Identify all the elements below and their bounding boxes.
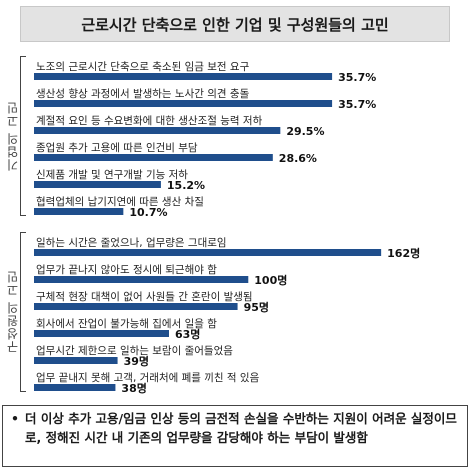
bar xyxy=(34,181,161,188)
bar xyxy=(34,357,118,364)
bar xyxy=(34,154,273,161)
page-title: 근로시간 단축으로 인한 기업 및 구성원들의 고민 xyxy=(20,6,450,42)
category-label: 구체적 현장 대책이 없어 사원들 간 혼란이 발생됨 xyxy=(36,290,253,303)
bar xyxy=(34,73,333,80)
value-label: 10.7% xyxy=(129,206,167,219)
note-bullet: • xyxy=(11,411,19,426)
value-label: 29.5% xyxy=(286,125,324,138)
note-text: 더 이상 추가 고용/임금 인상 등의 금전적 손실을 수반하는 지원이 어려운… xyxy=(25,411,457,445)
bar xyxy=(34,208,124,215)
category-label: 업무가 끝나지 않아도 정시에 퇴근해야 함 xyxy=(36,263,217,276)
value-label: 38명 xyxy=(121,381,146,395)
value-label: 15.2% xyxy=(167,179,205,192)
category-label: 협력업체의 납기지연에 따른 생산 차질 xyxy=(36,195,204,208)
value-label: 35.7% xyxy=(338,71,376,84)
employee-group-bracket xyxy=(20,232,26,392)
category-label: 업무 끝내지 못해 고객, 거래처에 폐를 끼친 적 있음 xyxy=(36,371,260,384)
value-label: 100명 xyxy=(254,273,287,287)
category-label: 계절적 요인 등 수요변화에 대한 생산조절 능력 저하 xyxy=(36,114,263,127)
bar xyxy=(34,100,333,107)
bar-chart: 노조의 근로시간 단축으로 축소된 임금 보전 요구 35.7% 생산성 향상 과정… xyxy=(34,60,420,395)
value-label: 63명 xyxy=(175,327,200,341)
bar xyxy=(34,384,116,391)
bar xyxy=(34,249,382,256)
value-label: 28.6% xyxy=(279,152,317,165)
category-label: 회사에서 잔업이 불가능해 집에서 일을 함 xyxy=(36,317,217,330)
category-label: 업무시간 제한으로 일하는 보람이 줄어들었음 xyxy=(36,344,233,357)
company-group-bracket xyxy=(20,56,26,216)
value-label: 35.7% xyxy=(338,98,376,111)
category-label: 일하는 시간은 줄었으나, 업무량은 그대로임 xyxy=(36,236,227,249)
value-label: 39명 xyxy=(124,354,149,368)
bar xyxy=(34,127,281,134)
bar xyxy=(34,276,249,283)
value-label: 95명 xyxy=(244,300,269,314)
bar xyxy=(34,330,169,337)
summary-note: • 더 이상 추가 고용/임금 인상 등의 금전적 손실을 수반하는 지원이 어… xyxy=(2,405,468,467)
category-label: 노조의 근로시간 단축으로 축소된 임금 보전 요구 xyxy=(36,60,250,73)
category-label: 생산성 향상 과정에서 발생하는 노사간 의견 충돌 xyxy=(36,87,250,100)
category-label: 종업원 추가 고용에 따른 인건비 부담 xyxy=(36,141,198,154)
bar xyxy=(34,303,238,310)
value-label: 162명 xyxy=(387,246,420,260)
category-label: 신제품 개발 및 연구개발 기능 저하 xyxy=(36,168,188,181)
